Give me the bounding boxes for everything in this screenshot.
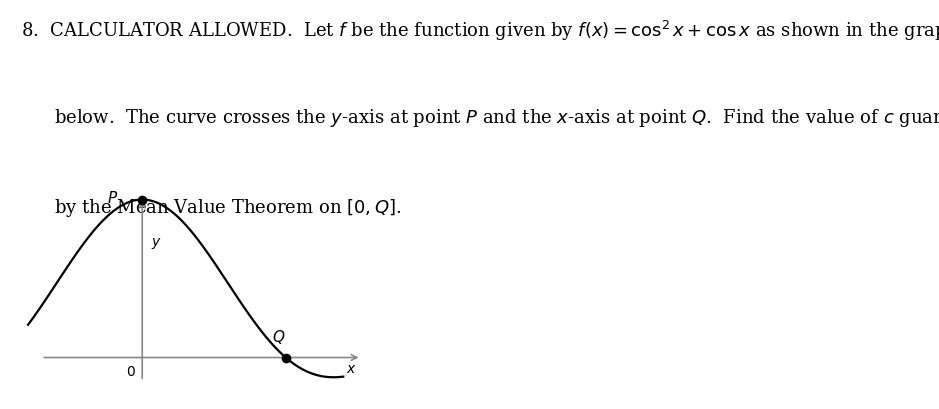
Text: 8.  CALCULATOR ALLOWED.  Let $f$ be the function given by $f(x)=\cos^2 x+\cos x$: 8. CALCULATOR ALLOWED. Let $f$ be the fu… — [21, 19, 939, 43]
Text: $x$: $x$ — [346, 362, 357, 375]
Text: $P$: $P$ — [107, 190, 118, 206]
Text: $0$: $0$ — [127, 365, 136, 379]
Text: $y$: $y$ — [151, 236, 162, 251]
Text: by the Mean Value Theorem on $\left[0,Q\right]$.: by the Mean Value Theorem on $\left[0,Q\… — [54, 197, 401, 219]
Text: $Q$: $Q$ — [271, 328, 285, 346]
Text: below.  The curve crosses the $y$-axis at point $P$ and the $x$-axis at point $Q: below. The curve crosses the $y$-axis at… — [54, 107, 939, 129]
